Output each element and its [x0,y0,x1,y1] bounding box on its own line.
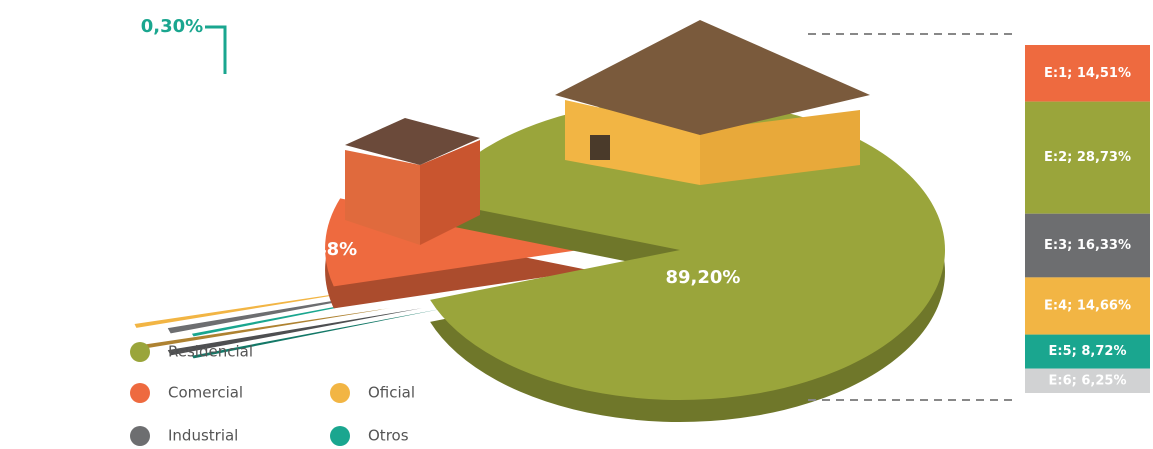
segment-label: E:1; 14,51% [1044,66,1131,81]
slice-label: 89,20% [666,267,741,288]
house-icon [555,20,870,185]
segment-label: E:6; 6,25% [1049,373,1127,388]
legend-swatch [330,383,350,403]
legend-swatch [130,342,150,362]
bar-segment [1025,368,1150,393]
bar-segment [1025,45,1150,102]
legend-label: Oficial [368,384,415,402]
bar-segment [1025,277,1150,335]
legend-label: Comercial [168,384,243,402]
legend-swatch [130,383,150,403]
pie-layer [134,100,945,422]
bar-segment [1025,101,1150,214]
segment-label: E:2; 28,73% [1044,150,1131,165]
segment-label: E:3; 16,33% [1044,238,1131,253]
shop-icon [345,118,480,245]
slice-label: 0,30% [141,16,203,37]
bar-segment [1025,334,1150,369]
pie-slice [134,285,391,328]
pie-slice-side [167,308,423,356]
slice-label: 0,43% [37,59,99,80]
legend-label: Residencial [168,343,253,361]
bar-segment [1025,213,1150,278]
pie-slice-side [134,307,391,350]
segment-label: E:4; 14,66% [1044,299,1131,314]
pie-slice-side [191,308,444,359]
slice-label: 0,59% [137,177,199,198]
legend-swatch [330,426,350,446]
legend-swatch [130,426,150,446]
segment-label: E:5; 8,72% [1049,344,1127,359]
slice-label: 9,48% [295,239,357,260]
legend-label: Otros [368,427,409,445]
legend-label: Industrial [168,427,238,445]
pie-slice [430,100,945,401]
callout-line [205,25,227,74]
